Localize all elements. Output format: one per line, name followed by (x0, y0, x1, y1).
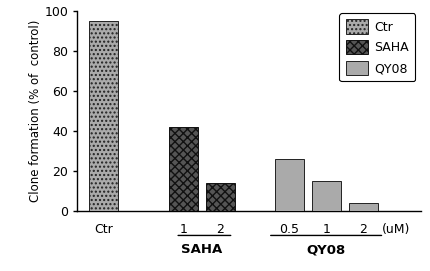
Text: 1: 1 (179, 223, 187, 236)
Text: (uM): (uM) (382, 223, 410, 236)
Text: 2: 2 (359, 223, 367, 236)
Text: 0.5: 0.5 (279, 223, 299, 236)
Bar (169, 127, 198, 211)
Bar (312, 181, 341, 211)
Text: QY08: QY08 (307, 243, 346, 256)
Y-axis label: Clone formation (% of  control): Clone formation (% of control) (29, 20, 42, 202)
Bar (89, 21, 118, 211)
Text: 1: 1 (322, 223, 330, 236)
Text: Ctr: Ctr (95, 223, 113, 236)
Text: SAHA: SAHA (181, 243, 222, 256)
Bar (349, 203, 378, 211)
Bar (206, 183, 235, 211)
Text: 2: 2 (216, 223, 224, 236)
Legend: Ctr, SAHA, QY08: Ctr, SAHA, QY08 (339, 13, 415, 81)
Bar (274, 159, 304, 211)
